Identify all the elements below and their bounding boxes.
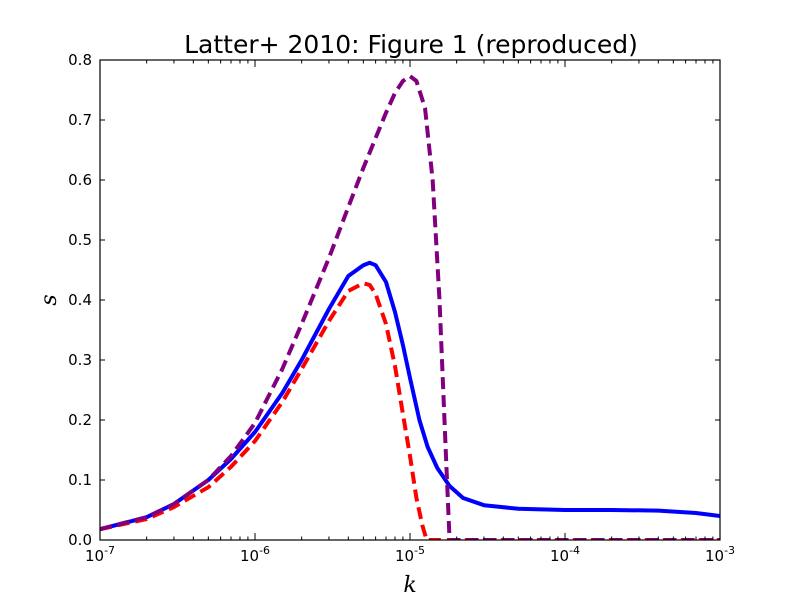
series-line-2 xyxy=(100,281,720,540)
y-axis-label: s xyxy=(37,294,62,305)
chart-title: Latter+ 2010: Figure 1 (reproduced) xyxy=(184,30,638,59)
series-lines xyxy=(100,74,720,540)
y-tick-label: 0.5 xyxy=(68,231,92,249)
y-tick-label: 0.3 xyxy=(68,351,92,369)
x-tick-label: 10-5 xyxy=(395,544,425,565)
series-line-3 xyxy=(100,74,720,540)
plot-area xyxy=(100,74,720,540)
y-tick-label: 0.2 xyxy=(68,411,92,429)
y-tick-label: 0.0 xyxy=(68,531,92,549)
x-tick-label: 10-6 xyxy=(240,544,270,565)
y-tick-label: 0.4 xyxy=(68,291,92,309)
plot-frame xyxy=(99,59,721,541)
x-tick-label: 10-4 xyxy=(550,544,580,565)
axes: 0.0 0.1 0.2 0.3 0.4 0.5 0.6 0.7 0.8 10-7 10-6 10-5 1… xyxy=(68,51,735,565)
x-axis-label: k xyxy=(403,573,416,598)
y-tick-label: 0.6 xyxy=(68,171,92,189)
y-tick-label: 0.1 xyxy=(68,471,92,489)
x-tick-label: 10-3 xyxy=(705,544,735,565)
series-line-1 xyxy=(100,260,720,532)
y-tick-label: 0.8 xyxy=(68,51,92,69)
x-tick-label: 10-7 xyxy=(85,544,115,565)
y-tick-label: 0.7 xyxy=(68,111,92,129)
